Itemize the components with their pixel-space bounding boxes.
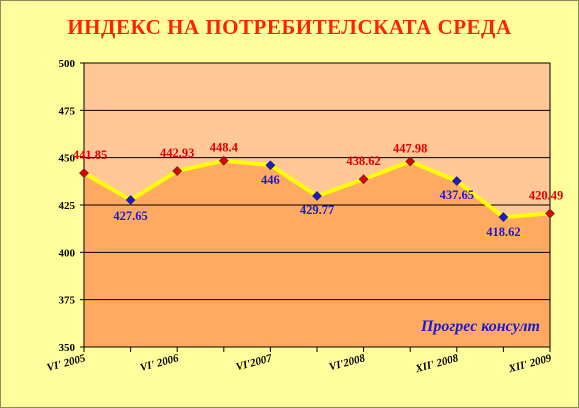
data-label: 441.85 <box>73 148 107 162</box>
data-label: 438.62 <box>346 154 380 168</box>
data-point <box>451 176 462 186</box>
y-tick-label: 350 <box>59 342 76 354</box>
data-point <box>498 212 509 223</box>
y-tick-label: 475 <box>59 105 76 117</box>
y-tick-label: 400 <box>59 247 76 259</box>
y-tick-label: 500 <box>59 58 76 70</box>
y-tick-label: 425 <box>59 200 76 212</box>
data-point <box>218 155 229 166</box>
area-fill <box>84 160 550 347</box>
data-label: 418.62 <box>486 225 520 239</box>
x-tick-label: VI' 2005 <box>46 352 88 374</box>
data-point <box>545 208 555 219</box>
data-point <box>125 195 136 205</box>
data-point <box>79 168 89 179</box>
x-tick-label: VI' 2006 <box>139 352 181 374</box>
y-tick-label: 450 <box>59 153 76 165</box>
chart-title: ИНДЕКС НА ПОТРЕБИТЕЛСКАТА СРЕДА <box>67 15 512 39</box>
data-label: 427.65 <box>113 209 147 223</box>
data-point <box>312 191 322 201</box>
y-tick-label: 375 <box>59 295 76 307</box>
watermark-text: Прогрес консулт <box>420 318 540 335</box>
data-label: 420.49 <box>529 189 563 203</box>
data-label: 437.65 <box>440 188 474 202</box>
data-point <box>172 166 183 176</box>
data-point <box>405 156 416 167</box>
x-tick-label: VI'2008 <box>328 352 367 373</box>
x-tick-label: XII' 2008 <box>413 352 460 375</box>
data-label: 447.98 <box>393 141 427 155</box>
data-point <box>358 174 369 185</box>
data-point <box>265 160 276 171</box>
x-tick-label: VI'2007 <box>235 352 274 373</box>
data-label: 448.4 <box>210 141 239 155</box>
data-label: 442.93 <box>160 146 194 160</box>
data-label: 446 <box>261 173 280 187</box>
x-tick-label: XII' 2009 <box>506 352 553 375</box>
data-label: 429.77 <box>300 203 334 217</box>
